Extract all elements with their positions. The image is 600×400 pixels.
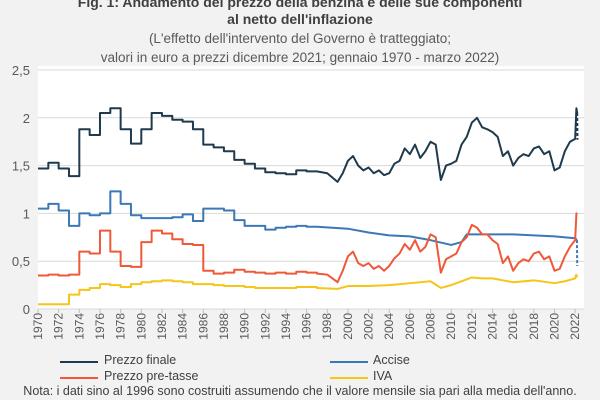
chart-subtitle-line2: valori in euro a prezzi dicembre 2021; g… bbox=[100, 50, 500, 65]
x-tick-label: 1984 bbox=[176, 313, 190, 340]
x-tick-label: 1970 bbox=[31, 313, 45, 340]
x-tick-label: 1980 bbox=[134, 313, 148, 340]
y-tick-label: 0 bbox=[23, 302, 30, 317]
legend-swatch-iva bbox=[330, 377, 368, 379]
legend-swatch-prezzo-pre-tasse bbox=[60, 377, 98, 379]
x-tick-label: 1990 bbox=[238, 313, 252, 340]
chart-title-line2: al netto dell'inflazione bbox=[227, 11, 373, 27]
x-tick-label: 1998 bbox=[320, 313, 334, 340]
x-tick-label: 1988 bbox=[217, 313, 231, 340]
x-tick-label: 1996 bbox=[300, 313, 314, 340]
x-tick-label: 2008 bbox=[424, 313, 438, 340]
x-tick-label: 1978 bbox=[114, 313, 128, 340]
legend-label-iva: IVA bbox=[373, 369, 393, 383]
legend-label-accise: Accise bbox=[373, 353, 410, 367]
x-tick-label: 2002 bbox=[362, 313, 376, 340]
chart-title: Fig. 1: Andamento del prezzo della benzi… bbox=[77, 0, 523, 10]
y-tick-label: 0,5 bbox=[12, 254, 30, 269]
y-tick-label: 2,5 bbox=[12, 63, 30, 78]
legend-label-prezzo-finale: Prezzo finale bbox=[104, 353, 177, 367]
x-tick-label: 1974 bbox=[72, 313, 86, 340]
x-tick-label: 2010 bbox=[444, 313, 458, 340]
x-tick-label: 1986 bbox=[196, 313, 210, 340]
series-line-iva bbox=[38, 273, 579, 306]
series-line-prezzo-finale bbox=[38, 107, 579, 183]
x-tick-label: 1992 bbox=[258, 313, 272, 340]
x-tick-label: 2000 bbox=[341, 313, 355, 340]
footnote: Nota: i dati sino al 1996 sono costruiti… bbox=[23, 384, 577, 398]
x-tick-label: 2022 bbox=[568, 313, 582, 340]
chart-subtitle: (L'effetto dell'intervento del Governo è… bbox=[148, 31, 452, 46]
x-tick-label: 2020 bbox=[548, 313, 562, 340]
legend-swatch-accise bbox=[330, 361, 368, 363]
series-line-prezzo-pre-tasse bbox=[38, 212, 578, 284]
legend-swatch-prezzo-finale bbox=[60, 361, 98, 363]
y-tick-label: 1,5 bbox=[12, 159, 30, 174]
x-tick-label: 2012 bbox=[465, 313, 479, 340]
x-tick-label: 2016 bbox=[506, 313, 520, 340]
x-tick-label: 2006 bbox=[403, 313, 417, 340]
x-tick-label: 2014 bbox=[486, 313, 500, 340]
plot-area bbox=[38, 66, 584, 309]
x-tick-label: 1972 bbox=[52, 313, 66, 340]
y-tick-label: 2 bbox=[23, 111, 30, 126]
legend-label-prezzo-pre-tasse: Prezzo pre-tasse bbox=[104, 369, 199, 383]
x-tick-label: 1976 bbox=[93, 313, 107, 340]
x-tick-label: 2004 bbox=[382, 313, 396, 340]
x-tick-label: 2018 bbox=[527, 313, 541, 340]
series-line-accise bbox=[38, 190, 578, 246]
x-tick-label: 1982 bbox=[155, 313, 169, 340]
y-tick-label: 1 bbox=[23, 206, 30, 221]
x-tick-label: 1994 bbox=[279, 313, 293, 340]
